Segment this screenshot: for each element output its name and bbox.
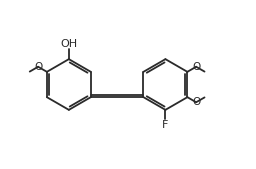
Text: OH: OH	[60, 39, 77, 49]
Text: O: O	[192, 62, 200, 72]
Text: O: O	[34, 62, 42, 72]
Text: O: O	[192, 97, 200, 107]
Text: F: F	[162, 119, 169, 129]
